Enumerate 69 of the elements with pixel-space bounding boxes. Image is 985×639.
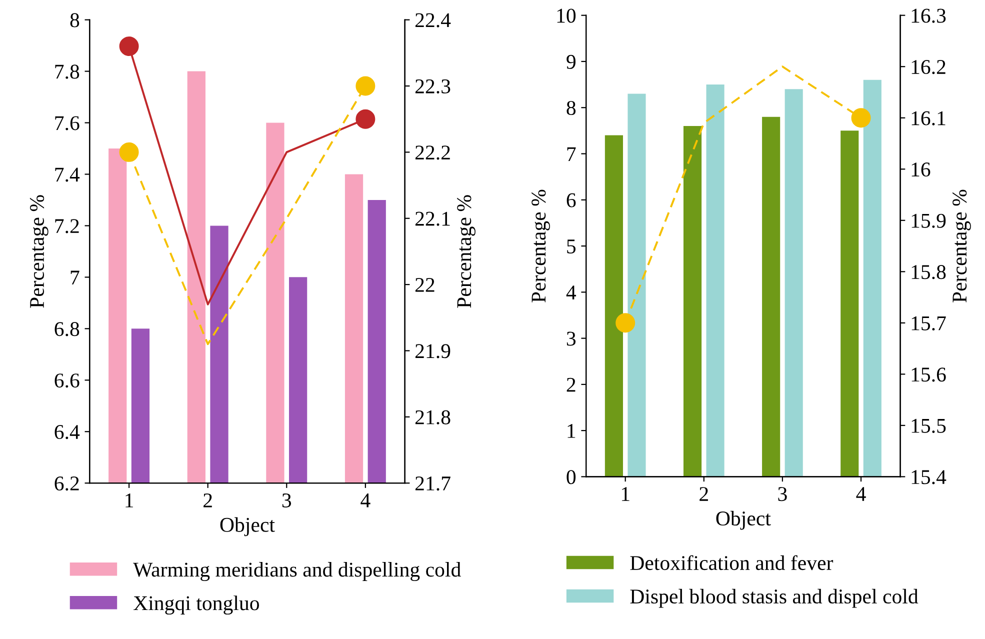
y-tick-label: 6.6 <box>54 374 80 388</box>
bar <box>706 84 724 477</box>
y2-tick-label: 15.9 <box>912 214 946 228</box>
y-tick-label: 3 <box>566 332 576 346</box>
y2-axis-title: Percentage % <box>952 190 971 302</box>
y-tick-label: 5 <box>567 240 576 254</box>
bar <box>840 130 859 477</box>
y-tick-label: 7.6 <box>55 116 80 130</box>
y2-tick-label: 22.2 <box>415 146 450 160</box>
y-tick-label: 6.2 <box>54 476 79 491</box>
y-axis-title: Percentage % <box>30 195 48 308</box>
bar <box>784 89 803 477</box>
y-tick-label: 10 <box>557 8 576 23</box>
y-tick-label: 4 <box>566 286 576 300</box>
y-tick-label: 0 <box>566 470 576 484</box>
x-tick-label: 2 <box>204 493 212 508</box>
point <box>119 142 139 162</box>
legend-label: Detoxification and fever <box>630 555 834 570</box>
y2-tick-label: 16.2 <box>912 60 946 74</box>
y-tick-label: 1 <box>568 424 576 438</box>
y2-tick-label: 16.1 <box>912 111 946 126</box>
x-axis-title: Object <box>220 517 275 536</box>
y-axis-title: Percentage % <box>532 190 550 302</box>
y-tick-label: 6 <box>566 193 576 208</box>
y2-axis-title: Percentage % <box>457 195 476 308</box>
bar <box>762 116 780 477</box>
y2-tick-label: 22.4 <box>415 13 451 28</box>
y2-tick-label: 15.8 <box>912 265 946 280</box>
x-tick-label: 3 <box>282 493 292 508</box>
y-tick-label: 2 <box>566 378 576 392</box>
y2-tick-label: 21.8 <box>415 410 450 424</box>
y-tick-label: 6.8 <box>54 322 80 336</box>
bar <box>628 94 646 477</box>
point <box>119 36 139 56</box>
y2-tick-label: 22.1 <box>415 212 450 226</box>
y2-tick-label: 22.3 <box>415 79 450 94</box>
y-tick-label: 7.2 <box>55 219 79 234</box>
y2-tick-label: 21.9 <box>415 344 450 358</box>
legend-label: Warming meridians and dispelling cold <box>133 562 461 582</box>
y-tick-label: 7.8 <box>55 64 80 79</box>
y2-tick-label: 22 <box>415 278 434 292</box>
y2-tick-label: 15.5 <box>912 418 946 433</box>
x-axis-title: Object <box>716 510 771 530</box>
x-tick-label: 4 <box>856 487 866 501</box>
x-tick-label: 1 <box>622 487 630 501</box>
bar <box>683 126 702 477</box>
point <box>356 109 376 129</box>
y2-tick-label: 15.7 <box>912 316 946 330</box>
y-tick-label: 8 <box>566 100 576 116</box>
x-tick-label: 1 <box>126 494 133 508</box>
y2-tick-label: 16 <box>912 162 930 177</box>
y-tick-label: 7 <box>70 270 80 284</box>
y-tick-label: 9 <box>566 54 576 69</box>
point <box>356 76 376 96</box>
y-tick-label: 6.4 <box>54 425 80 440</box>
x-tick-label: 3 <box>778 487 787 502</box>
y2-tick-label: 15.4 <box>912 470 946 484</box>
y2-tick-label: 16.3 <box>912 8 946 23</box>
bar <box>604 135 623 477</box>
y-tick-label: 7.4 <box>55 168 80 182</box>
y-tick-label: 7 <box>567 147 576 161</box>
legend-label: Dispel blood stasis and dispel cold <box>630 588 918 608</box>
y2-tick-label: 15.6 <box>912 368 946 382</box>
x-tick-label: 4 <box>360 494 370 508</box>
x-tick-label: 2 <box>700 487 708 501</box>
y2-tick-label: 21.7 <box>415 476 450 491</box>
bar <box>863 80 882 477</box>
y-tick-label: 8 <box>70 13 80 28</box>
legend-label: Xingqi tongluo <box>134 596 260 615</box>
